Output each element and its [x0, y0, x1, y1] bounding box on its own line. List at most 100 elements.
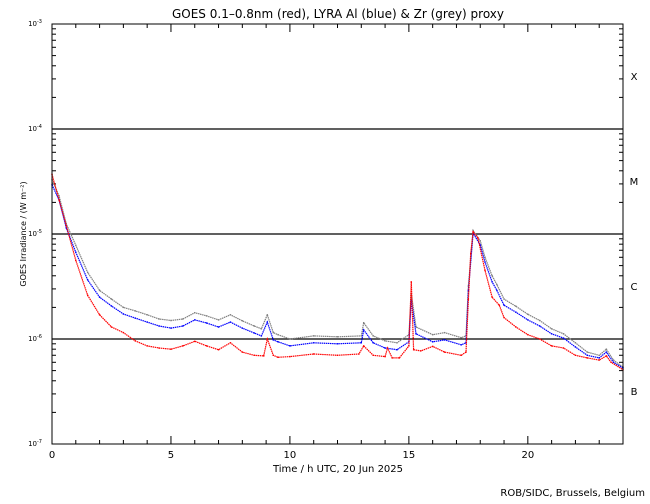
data-point	[420, 350, 422, 352]
data-point	[598, 357, 600, 359]
data-point	[241, 327, 244, 329]
data-point	[431, 333, 434, 336]
data-point	[98, 314, 101, 316]
data-point	[336, 354, 339, 356]
flare-class-label: C	[631, 282, 638, 293]
data-point	[253, 354, 255, 356]
data-point	[498, 304, 500, 306]
data-point	[484, 256, 486, 258]
data-point	[415, 326, 417, 328]
data-point	[443, 331, 446, 334]
data-point	[277, 341, 279, 343]
y-tick-base: 10	[28, 440, 37, 448]
x-tick-label: 10	[284, 450, 297, 461]
x-tick-label: 20	[521, 450, 534, 461]
data-point	[443, 339, 446, 341]
y-tick-label: 10-3	[28, 19, 42, 28]
flare-class-label: M	[630, 177, 639, 188]
data-point	[408, 345, 410, 347]
data-point	[515, 311, 517, 313]
data-point	[491, 296, 493, 298]
data-point	[122, 331, 125, 334]
data-point	[491, 281, 493, 283]
data-point	[550, 328, 553, 330]
data-point	[527, 313, 529, 315]
chart-title: GOES 0.1–0.8nm (red), LYRA Al (blue) & Z…	[172, 7, 504, 21]
data-point	[362, 321, 365, 324]
data-point	[465, 351, 467, 353]
data-point	[503, 304, 505, 306]
data-point	[146, 345, 148, 347]
data-point	[289, 338, 291, 340]
data-point	[336, 343, 339, 345]
x-axis-label: Time / h UTC, 20 Jun 2025	[272, 464, 403, 475]
data-point	[134, 317, 136, 319]
data-point	[217, 326, 220, 328]
y-tick-label: 10-7	[28, 439, 42, 448]
data-point	[86, 271, 89, 274]
x-tick-label: 0	[49, 450, 55, 461]
data-point	[605, 351, 608, 353]
data-point	[272, 331, 274, 334]
data-point	[182, 318, 184, 320]
data-point	[229, 314, 232, 316]
y-tick-exponent: -7	[37, 439, 42, 445]
data-point	[574, 342, 577, 344]
data-point	[396, 342, 398, 344]
y-tick-label: 10-5	[28, 229, 42, 238]
data-point	[58, 195, 60, 197]
y-tick-base: 10	[28, 125, 37, 133]
x-tick-label: 5	[168, 450, 174, 461]
data-point	[362, 345, 365, 347]
data-point	[313, 353, 315, 355]
y-tick-exponent: -4	[37, 124, 42, 130]
data-point	[86, 279, 89, 281]
series-line-grey	[51, 179, 624, 368]
data-point	[550, 345, 553, 347]
data-point	[410, 281, 412, 283]
data-point	[58, 199, 60, 201]
data-point	[515, 305, 517, 307]
data-point	[362, 329, 365, 331]
data-point	[205, 315, 208, 317]
data-point	[610, 361, 612, 363]
data-point	[277, 333, 279, 336]
data-point	[182, 345, 184, 347]
y-tick-base: 10	[28, 335, 37, 343]
data-point	[410, 299, 412, 301]
data-point	[272, 354, 274, 356]
y-tick-label: 10-6	[28, 334, 42, 343]
credit-text: ROB/SIDC, Brussels, Belgium	[500, 488, 645, 499]
data-point	[503, 316, 505, 319]
data-point	[470, 252, 472, 255]
data-point	[612, 359, 615, 361]
data-point	[598, 354, 600, 356]
flare-class-label: B	[631, 387, 638, 398]
data-point	[182, 325, 184, 327]
data-point	[612, 361, 615, 363]
data-point	[431, 345, 434, 348]
data-point	[253, 325, 255, 327]
data-point	[605, 348, 608, 350]
data-point	[260, 335, 263, 337]
data-point	[110, 305, 113, 307]
data-point	[122, 306, 125, 309]
data-point	[574, 346, 577, 348]
data-point	[384, 340, 386, 342]
y-axis-label: GOES Irradiance / (W m⁻²)	[19, 181, 28, 286]
data-point	[484, 269, 486, 272]
data-point	[479, 240, 481, 242]
data-point	[266, 338, 269, 340]
data-point	[134, 310, 136, 312]
data-point	[503, 298, 505, 300]
data-point	[98, 289, 101, 292]
data-point	[372, 354, 374, 356]
data-point	[170, 327, 172, 329]
data-point	[146, 321, 148, 323]
data-point	[205, 345, 208, 347]
data-point	[241, 351, 244, 353]
data-point	[396, 349, 398, 351]
data-point	[586, 357, 589, 359]
data-point	[65, 227, 67, 229]
